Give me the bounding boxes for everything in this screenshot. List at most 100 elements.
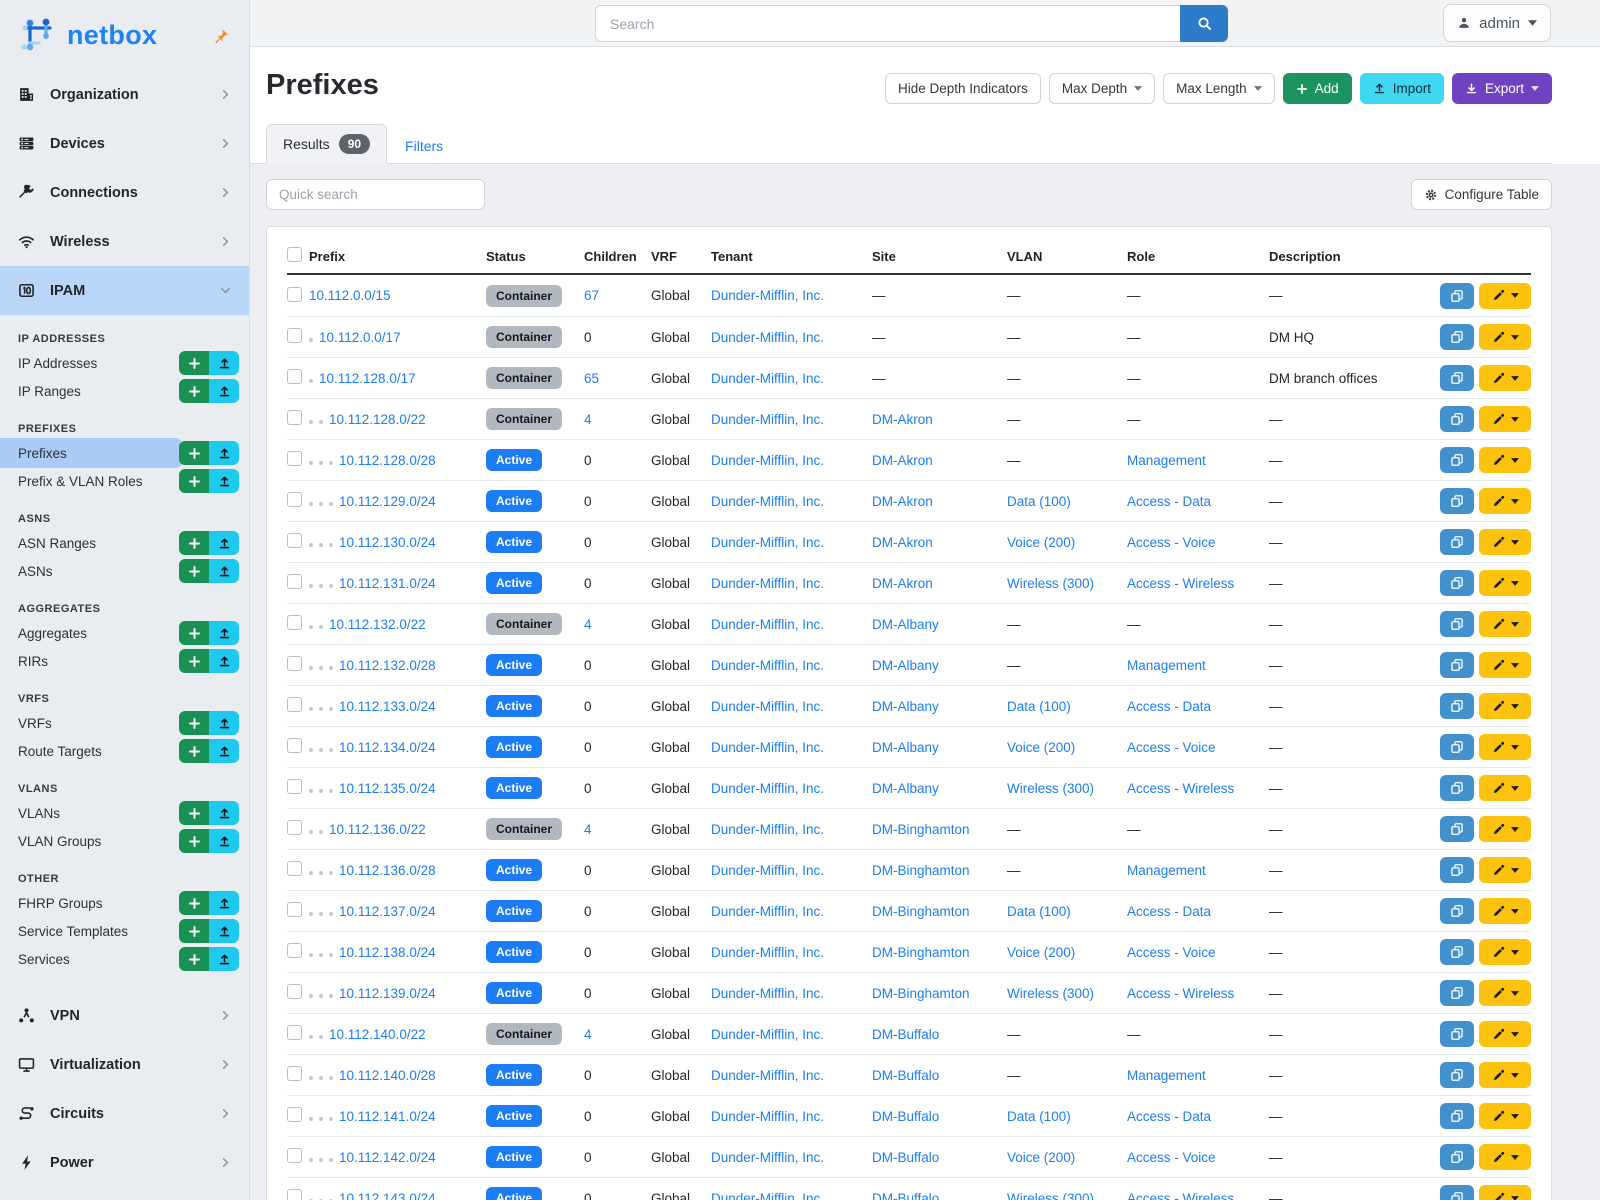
add-ip-ranges-button[interactable] bbox=[179, 379, 209, 403]
tenant-link[interactable]: Dunder-Mifflin, Inc. bbox=[711, 452, 825, 468]
role-link[interactable]: Access - Data bbox=[1127, 903, 1212, 919]
role-link[interactable]: Access - Wireless bbox=[1127, 1190, 1235, 1200]
prefix-link[interactable]: 10.112.131.0/24 bbox=[339, 575, 436, 591]
tenant-link[interactable]: Dunder-Mifflin, Inc. bbox=[711, 903, 825, 919]
children-count-link[interactable]: 4 bbox=[584, 1026, 592, 1042]
row-checkbox[interactable] bbox=[287, 1107, 302, 1122]
add-route-targets-button[interactable] bbox=[179, 739, 209, 763]
role-link[interactable]: Access - Voice bbox=[1127, 944, 1216, 960]
tenant-link[interactable]: Dunder-Mifflin, Inc. bbox=[711, 821, 825, 837]
role-link[interactable]: Management bbox=[1127, 452, 1206, 468]
sidebar-link-label[interactable]: VLAN Groups bbox=[18, 833, 102, 849]
role-link[interactable]: Access - Wireless bbox=[1127, 985, 1235, 1001]
sidebar-item-ipam[interactable]: IPAM bbox=[0, 266, 249, 315]
user-menu-button[interactable]: admin bbox=[1443, 4, 1551, 42]
tenant-link[interactable]: Dunder-Mifflin, Inc. bbox=[711, 616, 825, 632]
sidebar-link-label[interactable]: IP Ranges bbox=[18, 383, 81, 399]
hide-depth-indicators-button[interactable]: Hide Depth Indicators bbox=[885, 73, 1041, 104]
clone-button[interactable] bbox=[1440, 611, 1474, 637]
tenant-link[interactable]: Dunder-Mifflin, Inc. bbox=[711, 534, 825, 550]
prefix-link[interactable]: 10.112.140.0/22 bbox=[329, 1026, 426, 1042]
tenant-link[interactable]: Dunder-Mifflin, Inc. bbox=[711, 411, 825, 427]
site-link[interactable]: DM-Buffalo bbox=[872, 1108, 940, 1124]
add-services-button[interactable] bbox=[179, 947, 209, 971]
prefix-link[interactable]: 10.112.143.0/24 bbox=[339, 1190, 436, 1200]
site-link[interactable]: DM-Akron bbox=[872, 575, 933, 591]
add-vrfs-button[interactable] bbox=[179, 711, 209, 735]
sidebar-item-vpn[interactable]: VPN bbox=[0, 991, 249, 1040]
sidebar-link-label[interactable]: RIRs bbox=[18, 653, 48, 669]
role-link[interactable]: Management bbox=[1127, 862, 1206, 878]
column-header-site[interactable]: Site bbox=[872, 248, 896, 264]
edit-button[interactable] bbox=[1479, 529, 1531, 555]
quick-search-input[interactable] bbox=[266, 179, 485, 210]
children-count-link[interactable]: 67 bbox=[584, 288, 600, 303]
add-ip-addresses-button[interactable] bbox=[179, 351, 209, 375]
column-header-status[interactable]: Status bbox=[486, 248, 526, 264]
role-link[interactable]: Access - Data bbox=[1127, 698, 1212, 714]
row-checkbox[interactable] bbox=[287, 615, 302, 630]
sidebar-item-wireless[interactable]: Wireless bbox=[0, 217, 249, 266]
site-link[interactable]: DM-Binghamton bbox=[872, 862, 970, 878]
site-link[interactable]: DM-Akron bbox=[872, 411, 933, 427]
prefix-link[interactable]: 10.112.130.0/24 bbox=[339, 534, 436, 550]
vlan-link[interactable]: Data (100) bbox=[1007, 698, 1071, 714]
sidebar-link-label[interactable]: IP Addresses bbox=[18, 355, 98, 371]
edit-button[interactable] bbox=[1479, 1062, 1531, 1088]
import-vlan-groups-button[interactable] bbox=[209, 829, 239, 853]
prefix-link[interactable]: 10.112.0.0/17 bbox=[319, 329, 401, 345]
row-checkbox[interactable] bbox=[287, 410, 302, 425]
role-link[interactable]: Management bbox=[1127, 1067, 1206, 1083]
prefix-link[interactable]: 10.112.128.0/28 bbox=[339, 452, 436, 468]
tenant-link[interactable]: Dunder-Mifflin, Inc. bbox=[711, 1190, 825, 1200]
import-prefix-vlan-roles-button[interactable] bbox=[209, 469, 239, 493]
prefix-link[interactable]: 10.112.128.0/17 bbox=[319, 370, 416, 386]
role-link[interactable]: Access - Voice bbox=[1127, 739, 1216, 755]
site-link[interactable]: DM-Buffalo bbox=[872, 1067, 940, 1083]
prefix-link[interactable]: 10.112.136.0/22 bbox=[329, 821, 426, 837]
import-aggregates-button[interactable] bbox=[209, 621, 239, 645]
row-checkbox[interactable] bbox=[287, 1066, 302, 1081]
edit-button[interactable] bbox=[1479, 1021, 1531, 1047]
vlan-link[interactable]: Wireless (300) bbox=[1007, 780, 1095, 796]
site-link[interactable]: DM-Buffalo bbox=[872, 1026, 940, 1042]
sidebar-item-connections[interactable]: Connections bbox=[0, 168, 249, 217]
edit-button[interactable] bbox=[1479, 980, 1531, 1006]
import-ip-ranges-button[interactable] bbox=[209, 379, 239, 403]
tenant-link[interactable]: Dunder-Mifflin, Inc. bbox=[711, 1026, 825, 1042]
row-checkbox[interactable] bbox=[287, 943, 302, 958]
clone-button[interactable] bbox=[1440, 488, 1474, 514]
sidebar-link-label[interactable]: Prefix & VLAN Roles bbox=[18, 473, 143, 489]
site-link[interactable]: DM-Binghamton bbox=[872, 903, 970, 919]
vlan-link[interactable]: Data (100) bbox=[1007, 493, 1071, 509]
role-link[interactable]: Access - Data bbox=[1127, 493, 1212, 509]
edit-button[interactable] bbox=[1479, 816, 1531, 842]
site-link[interactable]: DM-Akron bbox=[872, 534, 933, 550]
clone-button[interactable] bbox=[1440, 857, 1474, 883]
sidebar-link-label[interactable]: ASNs bbox=[18, 563, 53, 579]
site-link[interactable]: DM-Albany bbox=[872, 780, 939, 796]
row-checkbox[interactable] bbox=[287, 286, 302, 302]
add-service-templates-button[interactable] bbox=[179, 919, 209, 943]
row-checkbox[interactable] bbox=[287, 984, 302, 999]
max-depth-dropdown[interactable]: Max Depth bbox=[1048, 73, 1156, 104]
sidebar-item-power[interactable]: Power bbox=[0, 1138, 249, 1187]
clone-button[interactable] bbox=[1440, 570, 1474, 596]
clone-button[interactable] bbox=[1440, 1021, 1474, 1047]
tenant-link[interactable]: Dunder-Mifflin, Inc. bbox=[711, 1067, 825, 1083]
netbox-wordmark[interactable]: netbox bbox=[67, 19, 158, 50]
tenant-link[interactable]: Dunder-Mifflin, Inc. bbox=[711, 1108, 825, 1124]
import-vlans-button[interactable] bbox=[209, 801, 239, 825]
import-vrfs-button[interactable] bbox=[209, 711, 239, 735]
site-link[interactable]: DM-Albany bbox=[872, 657, 939, 673]
role-link[interactable]: Access - Data bbox=[1127, 1108, 1212, 1124]
site-link[interactable]: DM-Albany bbox=[872, 739, 939, 755]
prefix-link[interactable]: 10.112.133.0/24 bbox=[339, 698, 436, 714]
row-checkbox[interactable] bbox=[287, 820, 302, 835]
edit-button[interactable] bbox=[1479, 365, 1531, 391]
add-button[interactable]: Add bbox=[1282, 73, 1352, 104]
site-link[interactable]: DM-Albany bbox=[872, 616, 939, 632]
prefix-link[interactable]: 10.112.129.0/24 bbox=[339, 493, 436, 509]
column-header-children[interactable]: Children bbox=[584, 248, 637, 264]
sidebar-link-label[interactable]: FHRP Groups bbox=[18, 895, 103, 911]
